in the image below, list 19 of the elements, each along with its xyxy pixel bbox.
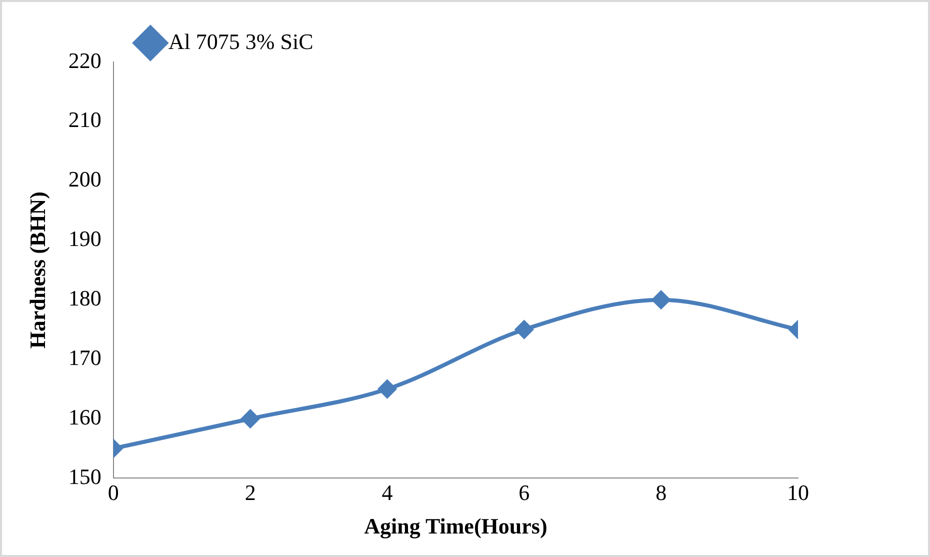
x-tick-label: 6 xyxy=(518,480,530,506)
y-tick-label: 160 xyxy=(68,404,102,430)
y-tick-label: 220 xyxy=(68,48,102,73)
y-axis-title: Hardness (BHN) xyxy=(24,192,50,349)
x-tick-label: 2 xyxy=(244,480,256,506)
y-tick-label: 180 xyxy=(68,286,102,311)
x-tick-label: 0 xyxy=(108,480,119,506)
point xyxy=(515,320,534,339)
y-tick-label: 210 xyxy=(68,107,102,132)
x-axis-title: Aging Time(Hours) xyxy=(364,513,548,538)
x-tick-label: 4 xyxy=(382,480,393,506)
y-tick-label: 190 xyxy=(68,226,102,252)
x-tick-label: 10 xyxy=(787,480,809,506)
y-tick-label: 170 xyxy=(68,345,102,370)
point xyxy=(378,380,396,398)
legend-label: Al 7075 3% SiC xyxy=(168,28,314,54)
y-tick-label: 200 xyxy=(68,166,102,192)
x-tick-label: 8 xyxy=(656,480,667,506)
y-tick-label: 150 xyxy=(68,464,102,489)
